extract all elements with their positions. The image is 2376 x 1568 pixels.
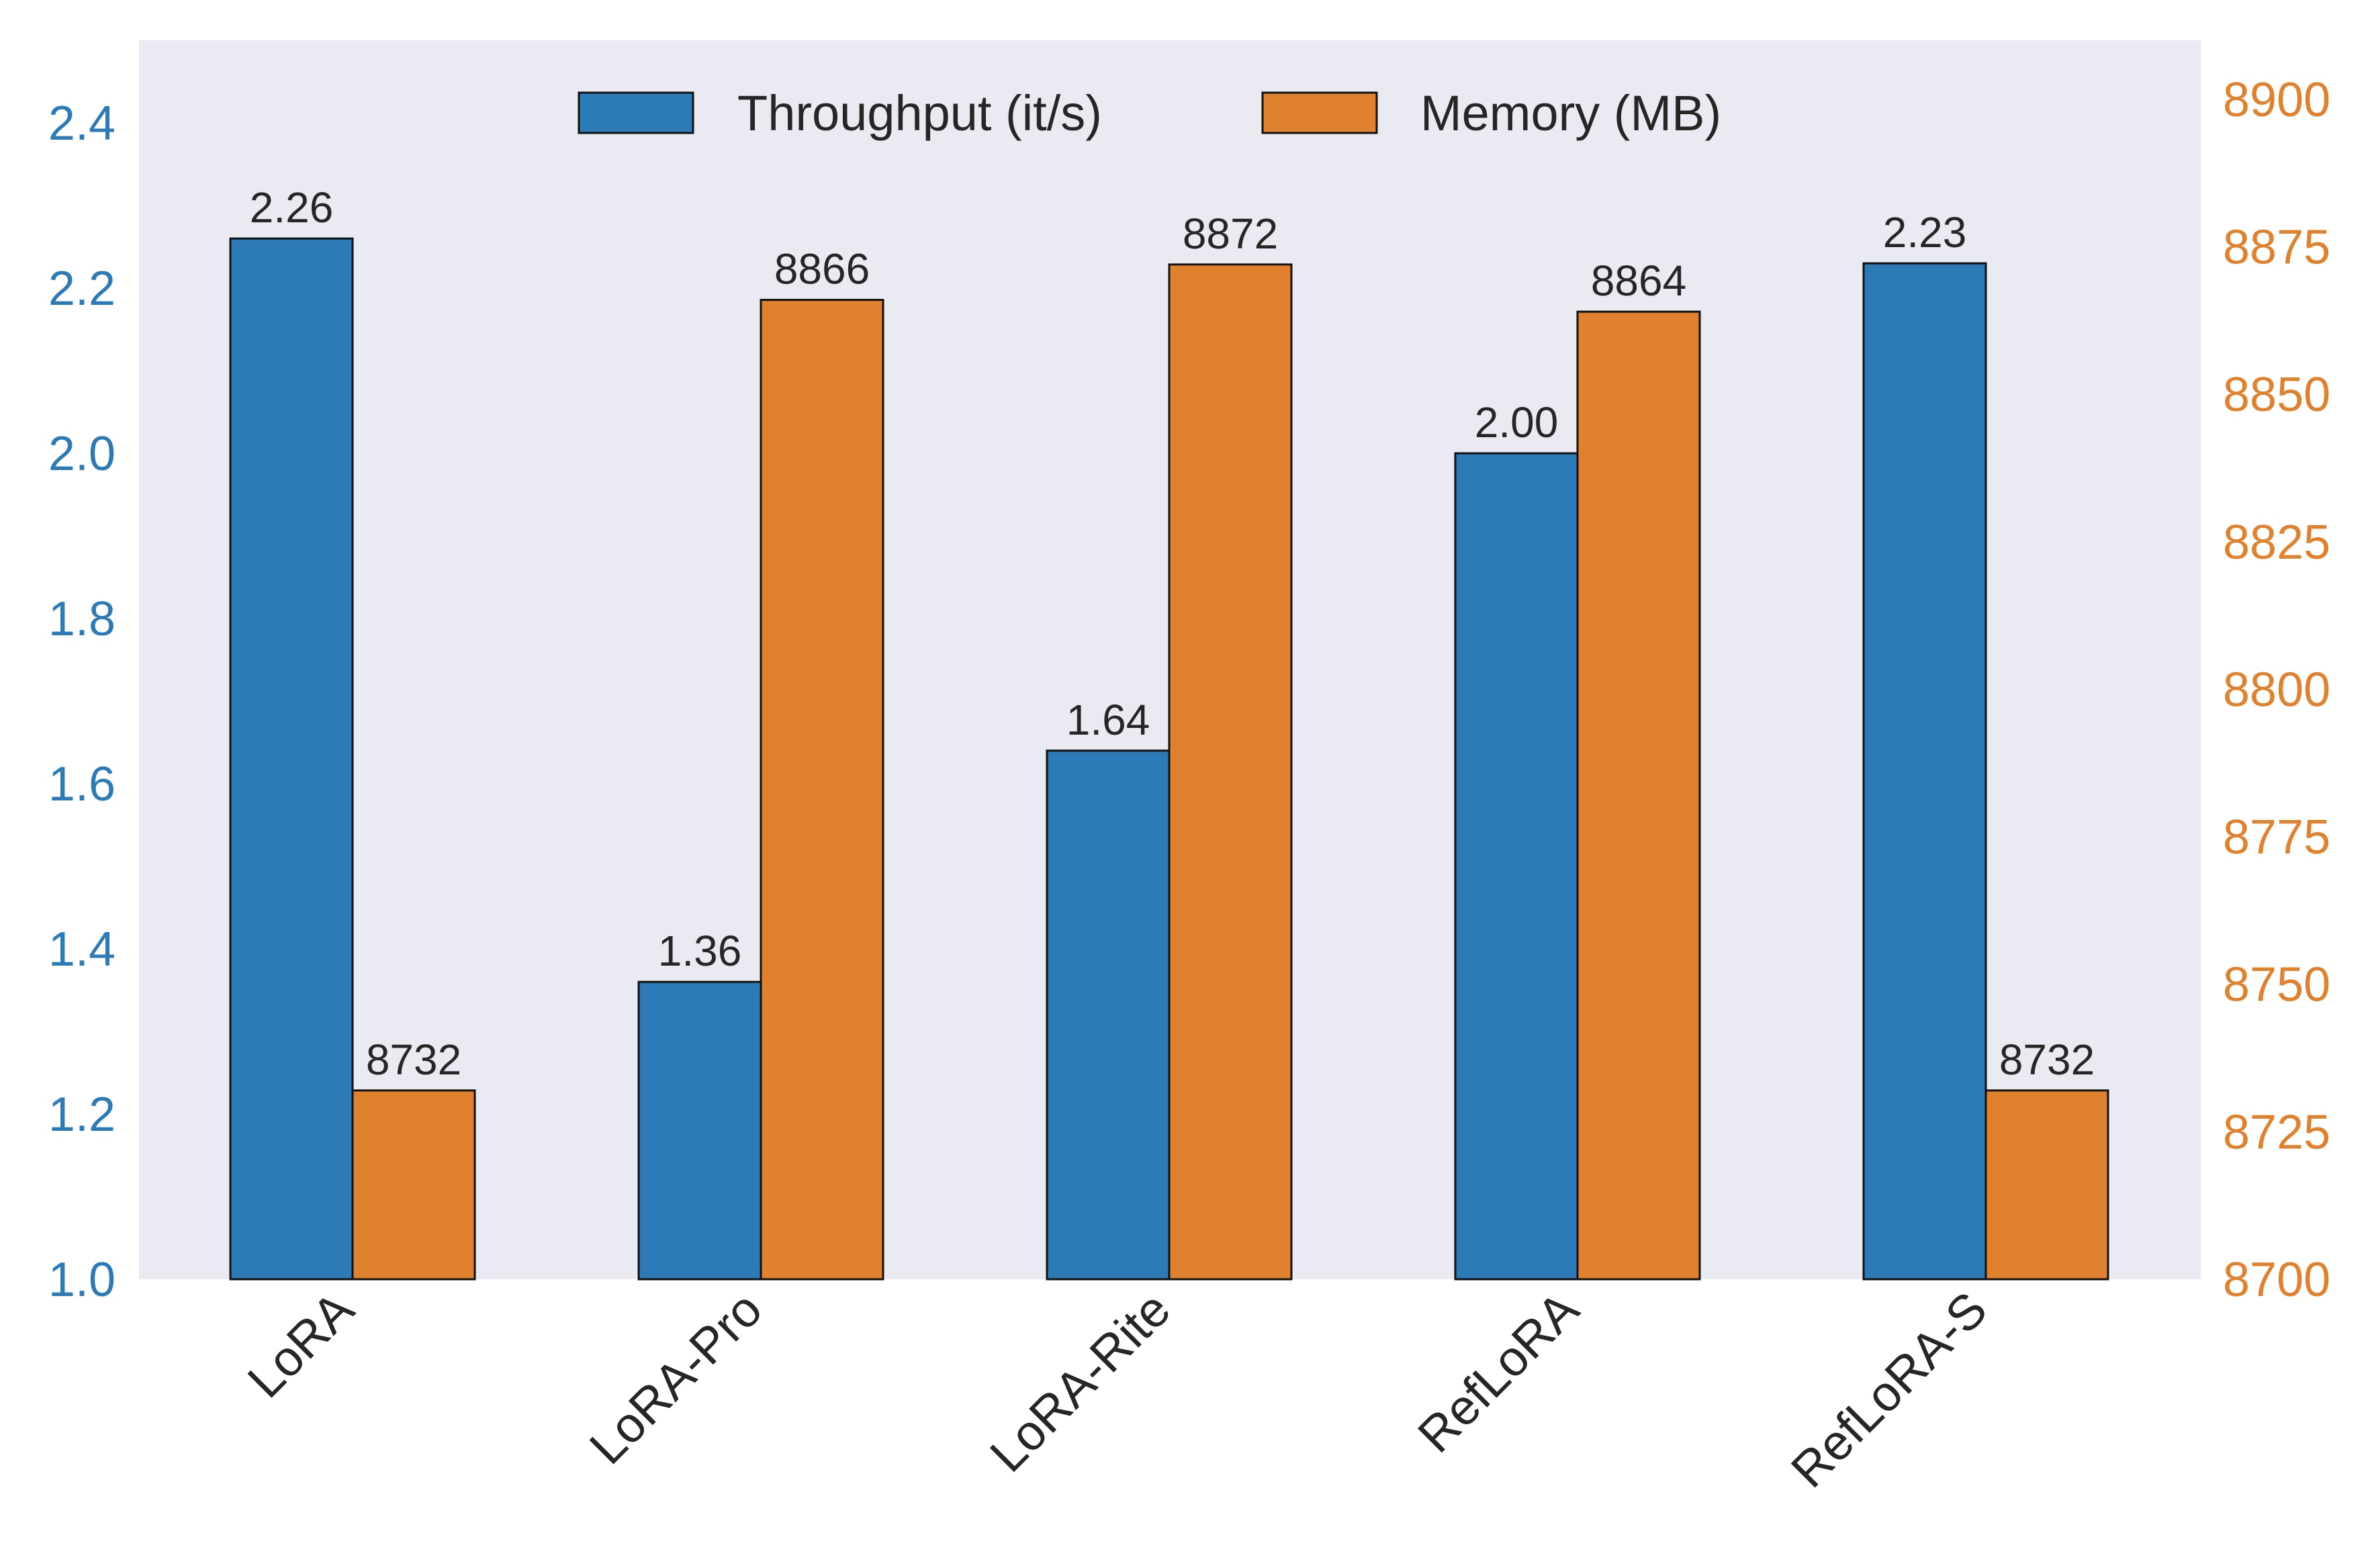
bar-value-label: 2.00 [1475, 398, 1559, 447]
category-label: RefLoRA [1407, 1281, 1589, 1463]
right-tick-label: 8800 [2223, 663, 2330, 717]
bars-group [229, 237, 2109, 1281]
left-tick-label: 2.0 [48, 427, 116, 481]
bar-value-label: 1.64 [1066, 696, 1150, 744]
right-tick-label: 8825 [2223, 516, 2330, 569]
legend-label-memory: Memory (MB) [1420, 85, 1721, 141]
legend-swatch-memory [1261, 91, 1378, 134]
left-axis-ticks: 1.0 1.2 1.4 1.6 1.8 2.0 2.2 2.4 [48, 97, 116, 1307]
bar-value-label: 8872 [1183, 210, 1278, 258]
left-tick-label: 1.4 [48, 923, 116, 976]
bar-throughput-lora-rite [1046, 749, 1171, 1281]
bar-value-label: 8866 [774, 245, 870, 293]
category-labels: LoRA LoRA-Pro LoRA-Rite RefLoRA RefLoRA-S [237, 1281, 1998, 1498]
bar-memory-lora-pro [760, 299, 884, 1281]
bar-value-label: 8864 [1591, 257, 1686, 305]
right-tick-label: 8875 [2223, 221, 2330, 275]
right-tick-label: 8775 [2223, 811, 2330, 864]
right-tick-label: 8900 [2223, 73, 2330, 127]
bar-value-label: 1.36 [658, 927, 742, 975]
bar-memory-lora [351, 1089, 476, 1281]
right-tick-label: 8750 [2223, 958, 2330, 1012]
legend-swatch-throughput [578, 91, 694, 134]
right-tick-label: 8700 [2223, 1253, 2330, 1307]
bar-memory-reflora [1576, 310, 1701, 1281]
legend-label-throughput: Throughput (it/s) [737, 85, 1102, 141]
category-label: RefLoRA-S [1780, 1281, 1997, 1498]
category-label: LoRA-Rite [979, 1281, 1181, 1483]
category-label: LoRA-Pro [579, 1281, 772, 1475]
right-tick-label: 8850 [2223, 368, 2330, 422]
bar-memory-lora-rite [1168, 263, 1293, 1281]
bar-labels-group: 2.26 1.36 1.64 2.00 2.23 8732 8866 8872 8864 8732 [250, 183, 2095, 1084]
bar-throughput-lora [229, 237, 354, 1281]
right-tick-label: 8725 [2223, 1105, 2330, 1159]
legend: Throughput (it/s) Memory (MB) [578, 85, 1721, 141]
left-tick-label: 2.4 [48, 97, 116, 150]
bar-value-label: 2.23 [1883, 208, 1967, 257]
bar-value-label: 8732 [366, 1035, 461, 1084]
bar-value-label: 8732 [1999, 1035, 2095, 1084]
bar-throughput-reflora [1454, 452, 1579, 1281]
left-tick-label: 1.6 [48, 757, 116, 811]
left-tick-label: 1.2 [48, 1088, 116, 1142]
bar-throughput-reflora-s [1862, 262, 1987, 1281]
bar-value-label: 2.26 [250, 183, 334, 232]
bar-throughput-lora-pro [637, 980, 762, 1281]
category-label: LoRA [237, 1281, 365, 1408]
left-tick-label: 1.0 [48, 1253, 116, 1307]
right-axis-ticks: 8700 8725 8750 8775 8800 8825 8850 8875 8900 [2223, 73, 2330, 1307]
left-tick-label: 2.2 [48, 262, 116, 316]
bar-memory-reflora-s [1984, 1089, 2109, 1281]
left-tick-label: 1.8 [48, 592, 116, 646]
